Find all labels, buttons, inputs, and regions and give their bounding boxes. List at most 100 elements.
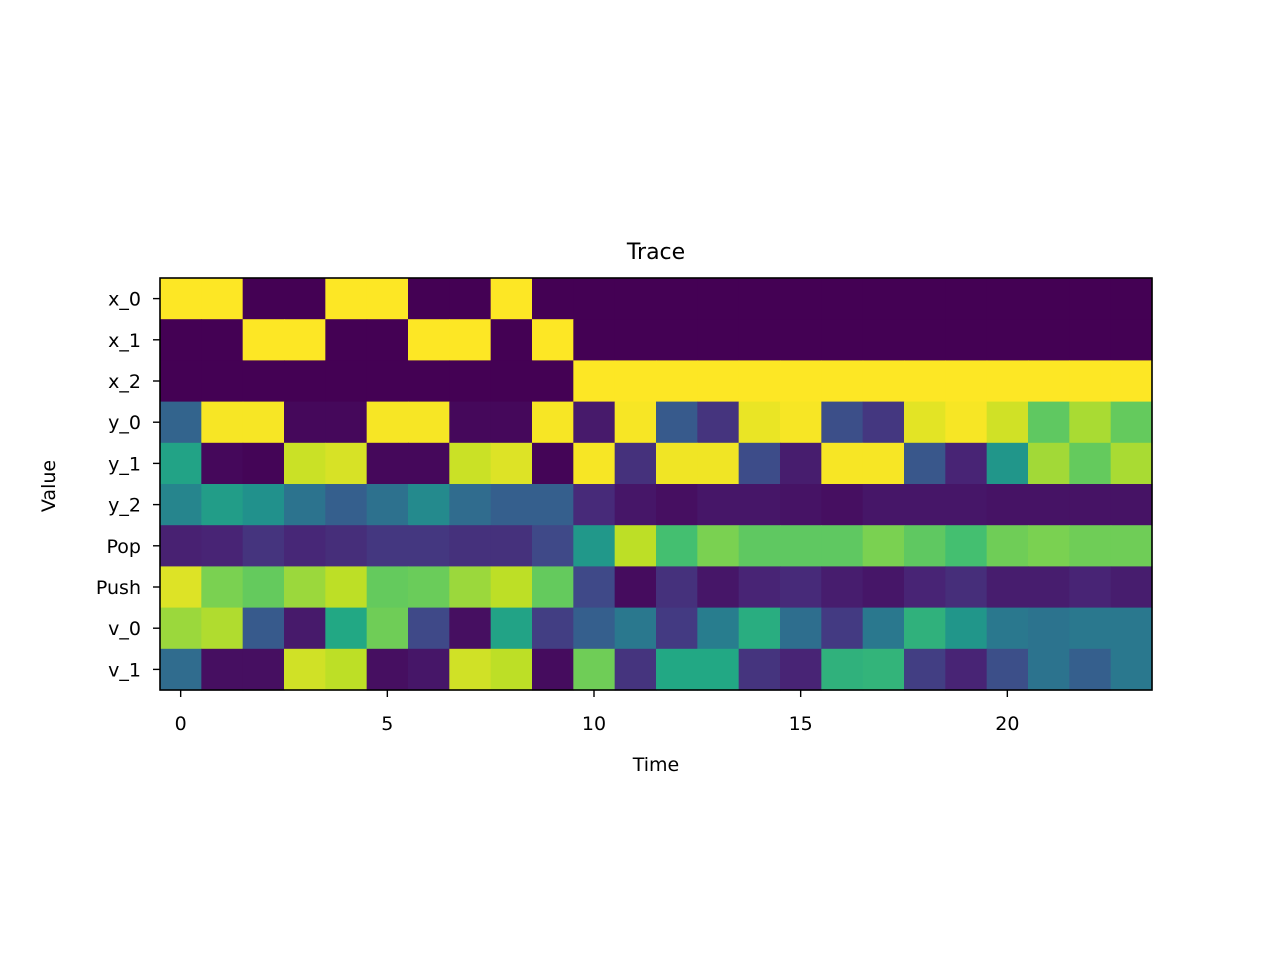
heatmap-cell (284, 525, 326, 567)
heatmap-cell (201, 442, 244, 485)
heatmap-cell (780, 648, 822, 691)
heatmap-cell (284, 319, 326, 361)
heatmap-cell (904, 319, 946, 361)
heatmap-cell (1110, 278, 1153, 320)
heatmap-cell (614, 566, 657, 609)
heatmap-cell (945, 484, 988, 526)
heatmap-cell (862, 648, 905, 691)
heatmap-cell (862, 401, 905, 444)
heatmap-cell (325, 525, 368, 567)
heatmap-cell (449, 566, 492, 609)
heatmap-cell (242, 360, 285, 403)
heatmap-cell (1110, 566, 1153, 609)
heatmap-cell (697, 278, 740, 320)
heatmap-cell (738, 401, 781, 444)
y-tick-label: x_2 (108, 371, 141, 393)
heatmap-cell (945, 278, 988, 320)
heatmap-cell (904, 278, 946, 320)
heatmap-cell (986, 648, 1029, 691)
heatmap-cell (738, 525, 781, 567)
heatmap-cell (697, 525, 740, 567)
heatmap-cell (573, 566, 616, 609)
heatmap-cell (821, 442, 864, 485)
heatmap-cell (532, 525, 574, 567)
heatmap-cell (656, 566, 698, 609)
heatmap-cell (1069, 607, 1112, 650)
heatmap-cell (780, 319, 822, 361)
heatmap-cell (532, 401, 574, 444)
heatmap-cell (986, 278, 1029, 320)
heatmap-cell (986, 360, 1029, 403)
heatmap-cell (242, 484, 285, 526)
heatmap-cell (490, 278, 533, 320)
heatmap-cell (1069, 319, 1112, 361)
heatmap-cell (1069, 525, 1112, 567)
heatmap-cell (573, 607, 616, 650)
heatmap-cell (986, 525, 1029, 567)
heatmap-cell (366, 401, 409, 444)
heatmap-cell (284, 278, 326, 320)
heatmap-cell (821, 525, 864, 567)
heatmap-cell (1028, 442, 1070, 485)
y-tick-label: Push (96, 577, 141, 599)
heatmap-cell (738, 278, 781, 320)
heatmap-cell (986, 484, 1029, 526)
heatmap-cell (821, 278, 864, 320)
heatmap-cell (945, 360, 988, 403)
heatmap-cell (366, 566, 409, 609)
heatmap-cell (325, 566, 368, 609)
heatmap-cell (1028, 648, 1070, 691)
heatmap-cell (821, 360, 864, 403)
heatmap-cell (325, 401, 368, 444)
heatmap-cell (986, 607, 1029, 650)
heatmap-cell (490, 607, 533, 650)
heatmap-cell (573, 442, 616, 485)
heatmap-cell (656, 278, 698, 320)
heatmap-cell (160, 319, 202, 361)
heatmap-cell (656, 648, 698, 691)
heatmap-cell (780, 401, 822, 444)
heatmap-cell (780, 566, 822, 609)
heatmap-cell (201, 607, 244, 650)
heatmap-cell (1110, 319, 1153, 361)
heatmap-cell (656, 442, 698, 485)
heatmap-cell (573, 360, 616, 403)
y-tick-label: v_0 (108, 618, 141, 640)
heatmap-cell (1069, 566, 1112, 609)
heatmap-cell (201, 484, 244, 526)
heatmap-cell (945, 319, 988, 361)
heatmap-cell (614, 278, 657, 320)
heatmap-cell (738, 648, 781, 691)
heatmap-cell (408, 607, 450, 650)
heatmap-cell (1028, 278, 1070, 320)
heatmap-cell (532, 319, 574, 361)
heatmap-cell (325, 360, 368, 403)
heatmap-cell (160, 401, 202, 444)
heatmap-cell (697, 360, 740, 403)
heatmap-cell (284, 566, 326, 609)
heatmap-cell (697, 648, 740, 691)
heatmap-cell (201, 648, 244, 691)
heatmap-cell (490, 442, 533, 485)
y-axis-label: Value (38, 460, 60, 512)
heatmap-cell (532, 566, 574, 609)
heatmap-cell (697, 566, 740, 609)
heatmap-cell (160, 484, 202, 526)
heatmap-cell (1028, 566, 1070, 609)
heatmap-cell (325, 607, 368, 650)
heatmap-cell (862, 607, 905, 650)
heatmap-cell (366, 525, 409, 567)
heatmap-cell (614, 607, 657, 650)
heatmap-cell (366, 360, 409, 403)
heatmap-cell (614, 525, 657, 567)
heatmap-cell (366, 319, 409, 361)
heatmap-cell (821, 401, 864, 444)
heatmap-cell (408, 566, 450, 609)
y-tick-label: Pop (107, 536, 141, 558)
heatmap-cell (862, 319, 905, 361)
heatmap-cell (490, 401, 533, 444)
heatmap-cell (697, 401, 740, 444)
heatmap-cell (532, 360, 574, 403)
heatmap-cell (284, 401, 326, 444)
heatmap-cell (490, 525, 533, 567)
